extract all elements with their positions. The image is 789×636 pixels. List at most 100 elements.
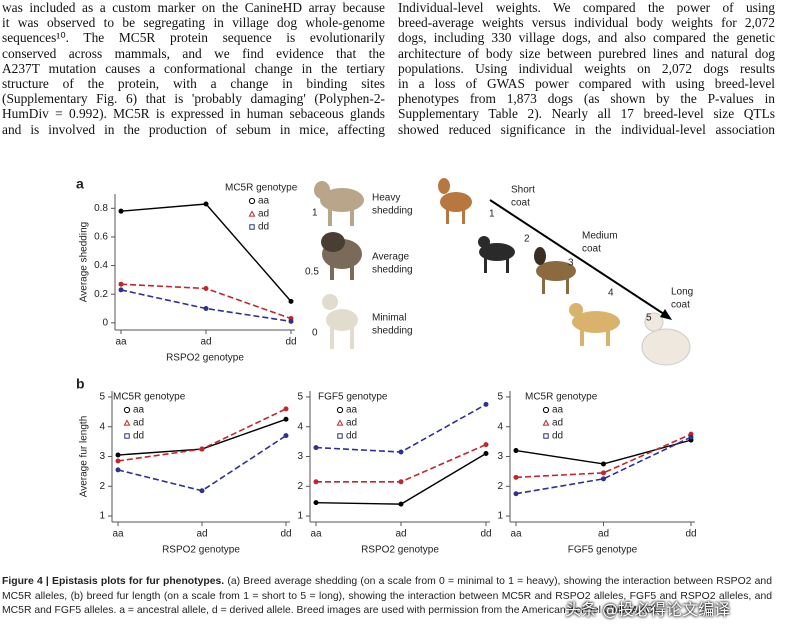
data-point	[115, 458, 121, 464]
text-line: conserved across mammals, and we find ev…	[2, 45, 385, 61]
y-tick-label: 0	[102, 317, 108, 328]
legend-label: aa	[133, 405, 145, 416]
scale-step: 1	[489, 209, 495, 220]
scale-step: 3	[568, 258, 574, 269]
scale-label: Heavy	[372, 193, 400, 204]
legend-title: MC5R genotype	[225, 183, 298, 194]
scale-value: 1	[312, 208, 318, 219]
scale-step: 5	[646, 313, 652, 324]
text-line: HumDiv = 0.992). MC5R is expressed in hu…	[2, 106, 385, 122]
text-run: We compared the power of using	[552, 0, 775, 15]
legend-marker	[249, 224, 255, 230]
legend-label: ad	[552, 418, 563, 429]
legend-label: dd	[552, 431, 563, 442]
text-line: showed reduced significance in the indiv…	[398, 121, 775, 137]
data-point	[288, 298, 294, 304]
panel-label: b	[76, 376, 85, 392]
data-point	[118, 281, 124, 287]
data-point	[203, 306, 209, 312]
y-tick-label: 4	[497, 421, 503, 432]
data-point	[288, 318, 294, 324]
x-axis-label: RSPO2 genotype	[166, 353, 244, 364]
y-tick-label: 0.4	[94, 260, 108, 271]
x-tick-label: ad	[200, 337, 211, 348]
y-tick-label: 0.6	[94, 232, 108, 243]
x-tick-label: dd	[285, 337, 296, 348]
x-tick-label: dd	[280, 529, 291, 540]
legend-title: FGF5 genotype	[318, 392, 388, 403]
x-tick-label: dd	[685, 529, 696, 540]
coat-arrow-head	[660, 309, 672, 320]
legend-title: MC5R genotype	[113, 392, 186, 403]
data-point	[513, 448, 519, 454]
scale-label: Minimal	[372, 313, 406, 324]
legend-label: aa	[346, 405, 358, 416]
x-tick-label: ad	[395, 529, 406, 540]
text-line: Supplementary Table 2). Nearly all 17 br…	[398, 106, 775, 122]
legend-marker	[248, 197, 256, 205]
scale-label: shedding	[372, 206, 413, 217]
left-column: was included as a custom marker on the C…	[2, 0, 385, 137]
x-tick-label: dd	[480, 529, 491, 540]
x-tick-label: aa	[310, 529, 322, 540]
series-line	[515, 433, 692, 479]
data-point	[115, 467, 121, 473]
x-tick-label: ad	[598, 529, 609, 540]
legend-title: MC5R genotype	[525, 392, 598, 403]
x-tick-label: ad	[196, 529, 207, 540]
scale-step: 2	[524, 234, 530, 245]
figure-caption: Figure 4 | Epistasis plots for fur pheno…	[2, 575, 772, 619]
text-line: in a loss of GWAS power compared with us…	[398, 75, 775, 91]
y-axis-label: Average shedding	[79, 222, 90, 302]
data-point	[398, 479, 404, 485]
x-tick-label: aa	[115, 337, 127, 348]
data-point	[203, 201, 209, 207]
y-tick-label: 1	[297, 511, 303, 522]
series-line	[117, 434, 287, 492]
text-line: A237T mutation causes a conformational c…	[2, 60, 385, 76]
x-tick-label: aa	[112, 529, 124, 540]
data-point	[601, 461, 606, 467]
legend-marker	[248, 210, 256, 217]
data-point	[398, 449, 404, 455]
x-axis-label: RSPO2 genotype	[361, 545, 439, 556]
data-point	[313, 500, 319, 506]
x-axis-label: FGF5 genotype	[568, 545, 638, 556]
scale-label: Long	[671, 287, 693, 298]
y-tick-label: 4	[297, 421, 303, 432]
y-tick-label: 5	[497, 392, 503, 403]
data-point	[313, 479, 319, 485]
scale-label: coat	[511, 198, 530, 209]
legend-marker	[542, 406, 550, 414]
y-tick-label: 2	[297, 481, 303, 492]
scale-label: Medium	[582, 231, 618, 242]
coat-arrow	[489, 199, 671, 319]
y-tick-label: 3	[297, 451, 303, 462]
text-line: sequences¹⁰. The MC5R protein sequence i…	[2, 30, 385, 46]
y-axis-label: Average fur length	[79, 416, 90, 498]
series-line	[120, 289, 292, 323]
caption-lead: Figure 4 | Epistasis plots for fur pheno…	[2, 576, 225, 587]
scale-value: 0.5	[305, 267, 319, 278]
legend-marker	[543, 433, 549, 439]
data-point	[688, 434, 694, 440]
legend-marker	[542, 419, 550, 426]
text-line: and is involved in the production of seb…	[2, 121, 385, 137]
figure: a b 1 Heavy shedding 0.5 Average shedding 0 Minim…	[76, 176, 697, 556]
scale-label: shedding	[372, 326, 413, 337]
text-line: it was observed to be segregating in vil…	[2, 15, 385, 31]
legend-marker	[123, 419, 131, 426]
text-line: structure of the protein, with a change …	[2, 75, 385, 91]
x-axis-label: RSPO2 genotype	[162, 545, 240, 556]
series-line	[315, 452, 487, 505]
data-point	[118, 208, 124, 214]
y-tick-label: 1	[497, 511, 503, 522]
y-tick-label: 5	[297, 392, 303, 403]
legend-label: dd	[346, 431, 357, 442]
y-tick-label: 0.2	[94, 289, 108, 300]
data-point	[483, 451, 489, 457]
y-tick-label: 2	[497, 481, 503, 492]
y-tick-label: 0.8	[94, 203, 108, 214]
text-line: populations. Using individual weights on…	[398, 60, 775, 76]
scale-label: shedding	[372, 265, 413, 276]
